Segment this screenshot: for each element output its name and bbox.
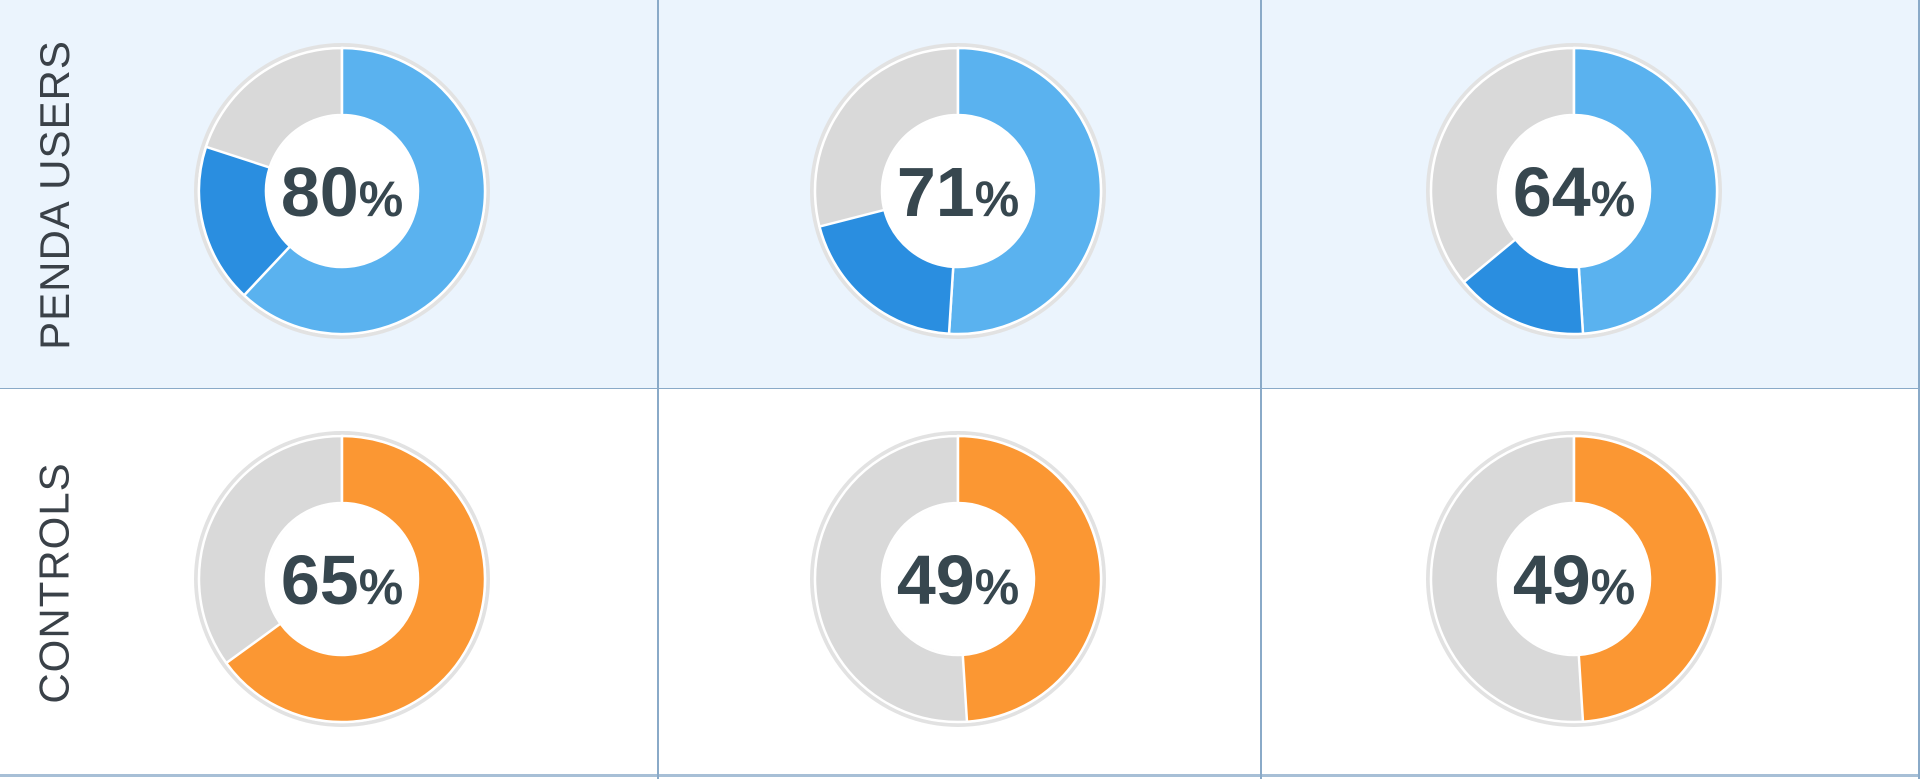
- donut-hole: [1499, 504, 1649, 654]
- donut-hole: [267, 504, 417, 654]
- donut-chart-controls-1: 65%: [187, 424, 497, 734]
- donut-chart-penda-users-3: 64%: [1419, 36, 1729, 346]
- donut-chart-penda-users-2: 71%: [803, 36, 1113, 346]
- donut-segment-2: [197, 145, 292, 297]
- donut-hole: [267, 116, 417, 266]
- donut-svg: 71%: [810, 43, 1106, 339]
- donut-hole: [883, 504, 1033, 654]
- row-label-controls: CONTROLS: [31, 462, 79, 704]
- column-divider: [1260, 0, 1262, 779]
- donut-segment-1: [225, 434, 487, 724]
- percent-label: 49%: [1513, 541, 1635, 619]
- donut-chart-controls-3: 49%: [1419, 424, 1729, 734]
- donut-chart-controls-2: 49%: [803, 424, 1113, 734]
- donut-svg: 80%: [194, 43, 490, 339]
- percent-label: 64%: [1513, 153, 1635, 231]
- donut-chart-penda-users-1: 80%: [187, 36, 497, 346]
- donut-hole: [883, 116, 1033, 266]
- donut-segment-1: [1572, 46, 1719, 335]
- column-divider: [1918, 0, 1920, 779]
- percent-label: 71%: [897, 153, 1019, 231]
- donut-svg: 64%: [1426, 43, 1722, 339]
- donut-segment-1: [1572, 434, 1719, 723]
- donut-segment-1: [242, 46, 487, 336]
- percent-label: 80%: [281, 153, 403, 231]
- donut-svg: 65%: [194, 431, 490, 727]
- row-label-penda-users: PENDA USERS: [31, 39, 79, 350]
- column-divider: [657, 0, 659, 779]
- donut-segment-1: [947, 46, 1103, 336]
- donut-hole: [1499, 116, 1649, 266]
- donut-segment-2: [1462, 238, 1585, 336]
- donut-svg: 49%: [810, 431, 1106, 727]
- donut-segment-1: [956, 434, 1103, 723]
- percent-label: 65%: [281, 541, 403, 619]
- percent-label: 49%: [897, 541, 1019, 619]
- donut-segment-2: [818, 208, 955, 335]
- donut-svg: 49%: [1426, 431, 1722, 727]
